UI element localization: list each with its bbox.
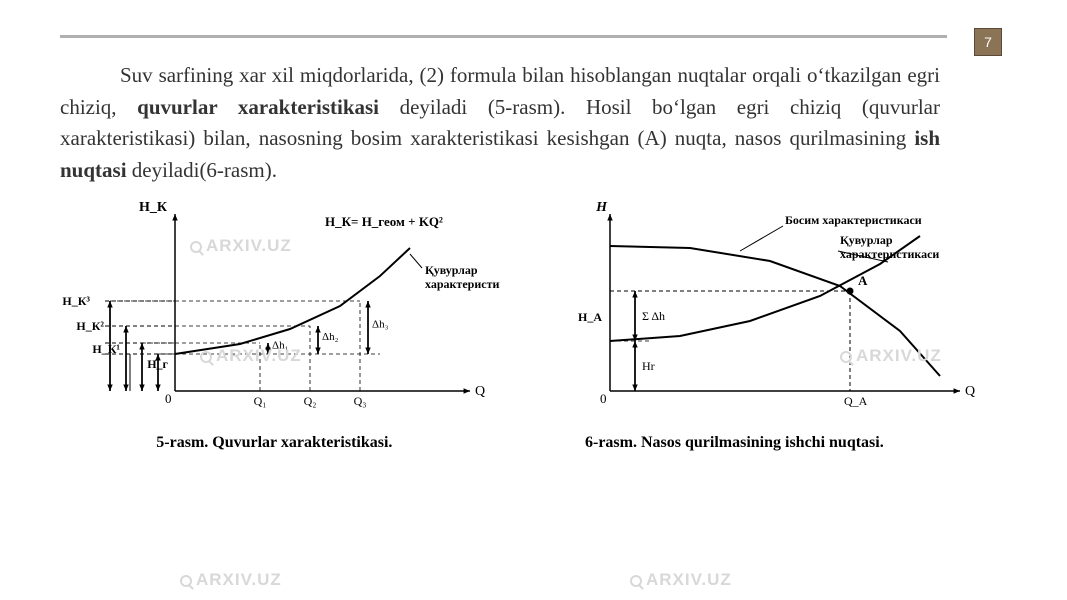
figure-6: H Q 0 A Босим характеристикаси Қувурлархаракт… [540, 196, 980, 416]
svg-text:Q₂: Q₂ [304, 394, 317, 408]
svg-text:H_К¹: H_К¹ [92, 342, 120, 356]
svg-text:Q: Q [475, 384, 485, 399]
svg-text:характеристикаси: характеристикаси [840, 247, 939, 261]
svg-text:Δh₁: Δh₁ [272, 340, 289, 352]
para-text-3: deyiladi(6-rasm). [127, 158, 277, 182]
captions: 5-rasm. Quvurlar xarakteristikasi. 6-ras… [60, 434, 980, 452]
svg-text:Hr: Hr [642, 359, 655, 373]
svg-text:H_г: H_г [147, 357, 168, 371]
para-bold-1: quvurlar xarakteristikasi [137, 95, 379, 119]
svg-text:Q: Q [965, 384, 975, 399]
svg-text:H_A: H_A [578, 310, 602, 324]
svg-text:0: 0 [165, 391, 172, 406]
svg-text:Қувурлар: Қувурлар [425, 263, 478, 277]
figures-container: H_КQ0H_К= H_геом + KQ²Қувурлархарактерис… [60, 196, 980, 416]
svg-text:Қувурлар: Қувурлар [840, 233, 893, 247]
figure-6-svg: H Q 0 A Босим характеристикаси Қувурлархаракт… [540, 196, 980, 416]
svg-text:H_К³: H_К³ [62, 294, 90, 308]
svg-text:Δh₃: Δh₃ [372, 319, 389, 331]
figure-5: H_К Q 0 H_К= H_геом + KQ² Қувурлархарактерис… [60, 196, 500, 416]
figure-5-svg: H_К Q 0 H_К= H_геом + KQ² Қувурлархарактерис… [60, 196, 500, 416]
svg-text:характеристикаси: характеристикаси [425, 277, 500, 291]
svg-text:Δh₂: Δh₂ [322, 331, 339, 343]
svg-text:Q₃: Q₃ [354, 394, 367, 408]
page-number-text: 7 [984, 34, 992, 50]
svg-text:Босим характеристикаси: Босим характеристикаси [785, 213, 922, 227]
caption-fig5: 5-rasm. Quvurlar xarakteristikasi. [156, 434, 392, 452]
top-divider [60, 35, 947, 38]
main-paragraph: Suv sarfining xar xil miqdorlarida, (2) … [60, 60, 940, 186]
svg-text:0: 0 [600, 391, 607, 406]
svg-text:Σ Δh: Σ Δh [642, 309, 665, 323]
svg-text:H: H [595, 200, 608, 215]
page-number: 7 [974, 28, 1002, 56]
watermark-icon: ARXIV.UZ [630, 570, 732, 590]
watermark-icon: ARXIV.UZ [180, 570, 282, 590]
caption-fig6: 6-rasm. Nasos qurilmasining ishchi nuqta… [585, 434, 884, 452]
svg-text:A: A [858, 273, 868, 288]
svg-text:H_К: H_К [139, 200, 168, 215]
svg-text:H_К²: H_К² [76, 319, 104, 333]
svg-text:Q_A: Q_A [844, 394, 868, 408]
svg-text:Q₁: Q₁ [254, 394, 267, 408]
svg-text:H_К= H_геом + KQ²: H_К= H_геом + KQ² [325, 214, 443, 229]
